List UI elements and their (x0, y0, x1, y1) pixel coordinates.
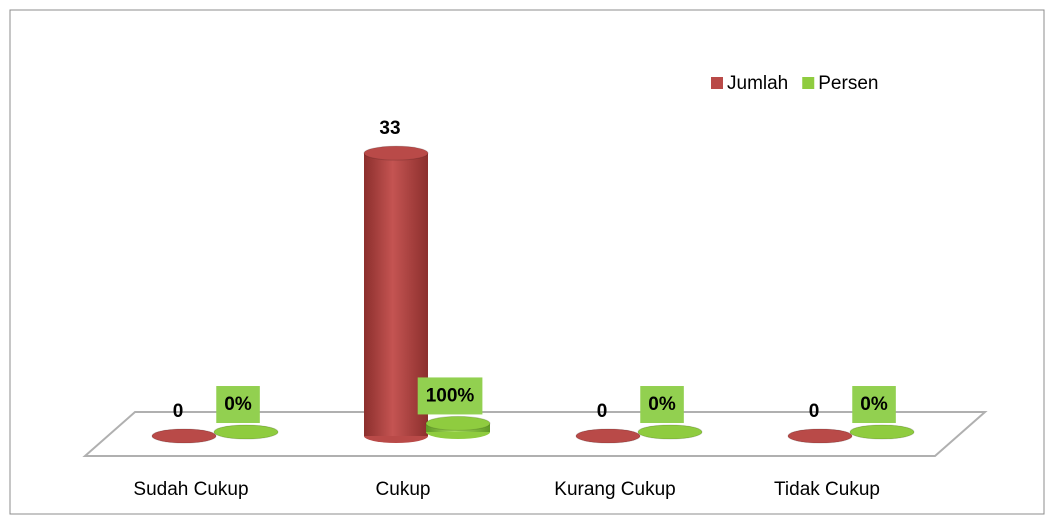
bar-top (575, 428, 641, 444)
x-tick-label: Cukup (376, 479, 431, 500)
legend-label: Persen (818, 73, 878, 94)
bar-top (363, 145, 429, 161)
data-label: 0% (648, 394, 676, 415)
x-tick-label: Kurang Cukup (554, 479, 675, 500)
bar-top (849, 424, 915, 440)
data-label-box (216, 386, 260, 424)
data-label-box (640, 386, 684, 424)
data-label-box (852, 386, 896, 424)
bar (637, 424, 703, 440)
x-tick-label: Tidak Cukup (774, 479, 880, 500)
bar-top (151, 428, 217, 444)
bar (575, 428, 641, 444)
legend-swatch (802, 77, 815, 89)
bar-top (425, 415, 491, 431)
bar (849, 424, 915, 440)
data-label: 33 (379, 118, 400, 139)
data-label: 0% (224, 394, 252, 415)
data-label: 0 (173, 401, 184, 422)
bar (787, 428, 853, 444)
bar-body (364, 153, 428, 436)
data-label: 0 (809, 401, 820, 422)
bar-top (637, 424, 703, 440)
data-label: 0% (860, 394, 888, 415)
bar (425, 415, 491, 439)
data-label: 100% (426, 385, 475, 406)
bar (363, 145, 429, 443)
bar (213, 424, 279, 440)
legend-swatch (711, 77, 723, 89)
data-label: 0 (597, 401, 608, 422)
x-tick-label: Sudah Cukup (133, 479, 248, 500)
bar-top (213, 424, 279, 440)
bar (151, 428, 217, 444)
bar-top (787, 428, 853, 444)
legend-label: Jumlah (727, 73, 788, 94)
floor (82, 411, 988, 457)
data-label-box (417, 377, 483, 415)
